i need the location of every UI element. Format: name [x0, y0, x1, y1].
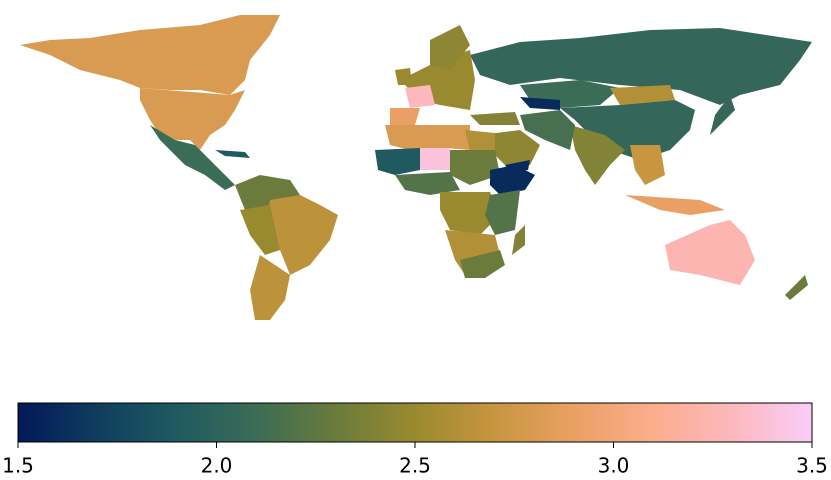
region: [235, 175, 300, 210]
colorbar-tick-label: 1.5: [2, 454, 34, 478]
region: [395, 68, 412, 85]
region: [560, 100, 695, 160]
region: [785, 275, 808, 300]
region: [520, 97, 560, 110]
region: [240, 205, 280, 255]
region: [520, 110, 575, 150]
colorbar-tick-label: 3.0: [598, 454, 630, 478]
region: [610, 85, 675, 105]
region: [265, 195, 338, 275]
region: [625, 195, 725, 215]
colorbar-tick-label: 2.0: [201, 454, 233, 478]
region: [665, 220, 755, 285]
region: [215, 150, 250, 158]
world-map: [20, 15, 812, 320]
region: [485, 190, 520, 235]
colorbar: [17, 402, 813, 443]
region: [630, 145, 665, 185]
region: [570, 125, 625, 185]
colorbar-tick-label: 3.5: [796, 454, 828, 478]
region: [450, 150, 500, 185]
region: [375, 148, 420, 175]
region: [150, 125, 235, 190]
colorbar-tick-label: 2.5: [399, 454, 431, 478]
region: [490, 165, 535, 195]
region: [140, 88, 245, 150]
region: [512, 225, 525, 255]
region: [405, 85, 435, 108]
region: [710, 95, 735, 135]
region: [250, 255, 290, 320]
region: [460, 250, 505, 278]
region: [420, 148, 450, 170]
region: [470, 112, 520, 125]
region: [440, 192, 500, 235]
region: [470, 28, 812, 105]
region: [385, 125, 470, 150]
region: [465, 130, 495, 150]
region: [395, 172, 460, 195]
region: [430, 25, 470, 70]
region: [390, 108, 420, 125]
region: [20, 15, 280, 95]
